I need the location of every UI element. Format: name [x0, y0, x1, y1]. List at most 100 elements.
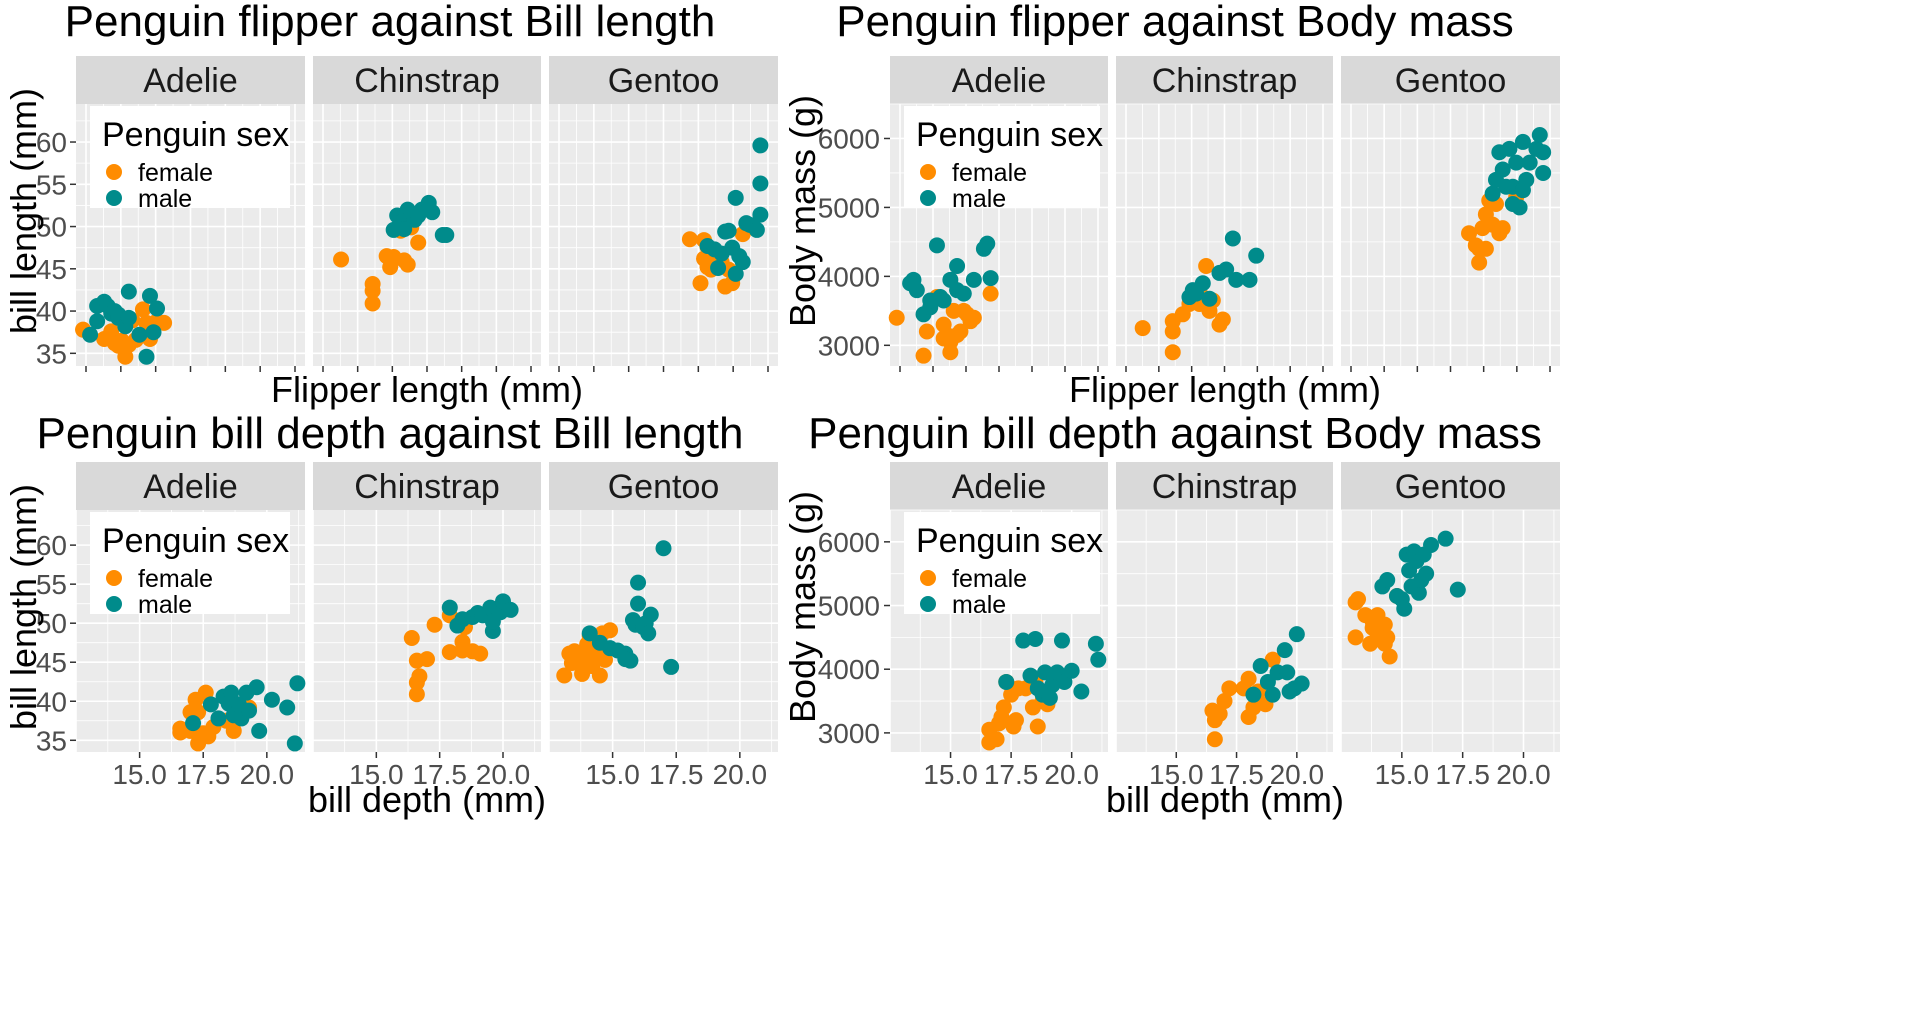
data-point-female	[1216, 693, 1233, 710]
facet-strip-label: Gentoo	[608, 468, 720, 506]
data-point-female	[403, 630, 420, 647]
data-point-male	[1508, 154, 1525, 171]
data-point-male	[251, 722, 268, 739]
data-point-female	[888, 309, 905, 326]
data-point-male	[630, 574, 647, 591]
data-point-female	[1240, 670, 1257, 687]
legend-title: Penguin sex	[916, 522, 1103, 560]
data-point-female	[988, 731, 1005, 748]
data-point-male	[908, 282, 925, 299]
x-tick-label: 15.0	[585, 759, 640, 790]
data-point-male	[223, 684, 240, 701]
y-tick-label: 55	[36, 569, 67, 600]
data-point-female	[1350, 591, 1367, 608]
legend-label-female: female	[138, 159, 213, 187]
facet-strip	[1341, 56, 1560, 104]
data-point-female	[1134, 320, 1151, 337]
data-point-male	[1396, 600, 1413, 617]
data-point-male	[1201, 290, 1218, 307]
data-point-male	[1449, 581, 1466, 598]
data-point-male	[1063, 662, 1080, 679]
facet-strip	[1116, 56, 1333, 104]
data-point-male	[617, 651, 634, 668]
y-tick-label: 35	[36, 338, 67, 369]
legend-title: Penguin sex	[916, 116, 1103, 154]
legend-label-female: female	[138, 565, 213, 593]
data-point-female	[472, 645, 489, 662]
data-point-male	[1264, 686, 1281, 703]
data-point-male	[1514, 133, 1531, 150]
facet-strip-label: Gentoo	[608, 62, 720, 100]
legend-label-female: female	[952, 565, 1027, 593]
data-point-male	[1194, 275, 1211, 292]
data-point-male	[1531, 127, 1548, 144]
x-tick-label: 15.0	[1375, 759, 1430, 790]
data-point-female	[399, 256, 416, 273]
facet-strip-label: Chinstrap	[1152, 468, 1298, 506]
facet-panel-gentoo: Gentoo	[1341, 56, 1560, 372]
data-point-female	[1221, 680, 1238, 697]
facet-panel-gentoo: Gentoo	[549, 56, 778, 372]
facet-panel-adelie: Adelie	[888, 56, 1108, 372]
data-point-female	[1376, 616, 1393, 633]
data-point-male	[1228, 271, 1245, 288]
panel-background	[313, 510, 541, 752]
data-point-male	[396, 221, 413, 238]
x-tick-label: 15.0	[923, 759, 978, 790]
legend-box	[904, 512, 1100, 614]
facet-strip	[313, 56, 541, 104]
x-tick-label: 17.5	[984, 759, 1039, 790]
y-tick-label: 50	[36, 212, 67, 243]
data-point-male	[1090, 651, 1107, 668]
facet-strip-label: Gentoo	[1395, 62, 1507, 100]
data-point-male	[982, 270, 999, 287]
data-point-female	[1211, 705, 1228, 722]
data-point-female	[419, 651, 435, 668]
data-point-male	[1501, 140, 1518, 157]
data-point-male	[1418, 565, 1435, 582]
data-point-female	[1264, 651, 1281, 668]
data-point-male	[438, 227, 455, 243]
data-point-female	[1477, 240, 1494, 257]
data-point-male	[1535, 164, 1552, 181]
x-tick-label: 15.0	[1149, 759, 1204, 790]
data-point-male	[1245, 686, 1262, 703]
x-tick-label: 17.5	[1209, 759, 1264, 790]
data-point-female	[1198, 258, 1215, 275]
data-point-male	[663, 658, 680, 675]
data-point-male	[928, 237, 945, 254]
data-point-male	[1248, 247, 1265, 264]
data-point-male	[1494, 161, 1511, 178]
data-point-male	[955, 285, 972, 302]
facet-strip	[76, 56, 305, 104]
data-point-female	[410, 234, 427, 251]
data-point-male	[1514, 182, 1531, 199]
data-point-female	[692, 275, 709, 292]
data-point-male	[1437, 530, 1454, 547]
data-point-female	[915, 347, 932, 364]
legend-title: Penguin sex	[102, 116, 289, 154]
x-axis-title: Flipper length (mm)	[271, 369, 583, 410]
data-point-male	[1218, 261, 1235, 278]
data-point-female	[681, 231, 698, 248]
x-tick-label: 15.0	[349, 759, 404, 790]
data-point-female	[918, 323, 935, 340]
y-tick-label: 45	[36, 254, 67, 285]
data-point-male	[149, 300, 166, 317]
facet-strip-label: Chinstrap	[1152, 62, 1298, 100]
data-point-male	[655, 540, 672, 557]
x-tick-label: 17.5	[1435, 759, 1490, 790]
data-point-male	[441, 599, 458, 616]
x-tick-label: 17.5	[176, 759, 231, 790]
data-point-female	[1206, 731, 1223, 748]
data-point-female	[333, 251, 350, 268]
data-point-female	[995, 699, 1012, 716]
data-point-male	[734, 254, 751, 271]
legend-box	[904, 106, 1100, 208]
data-point-female	[602, 622, 619, 639]
data-point-male	[965, 271, 982, 288]
data-point-male	[752, 175, 769, 192]
